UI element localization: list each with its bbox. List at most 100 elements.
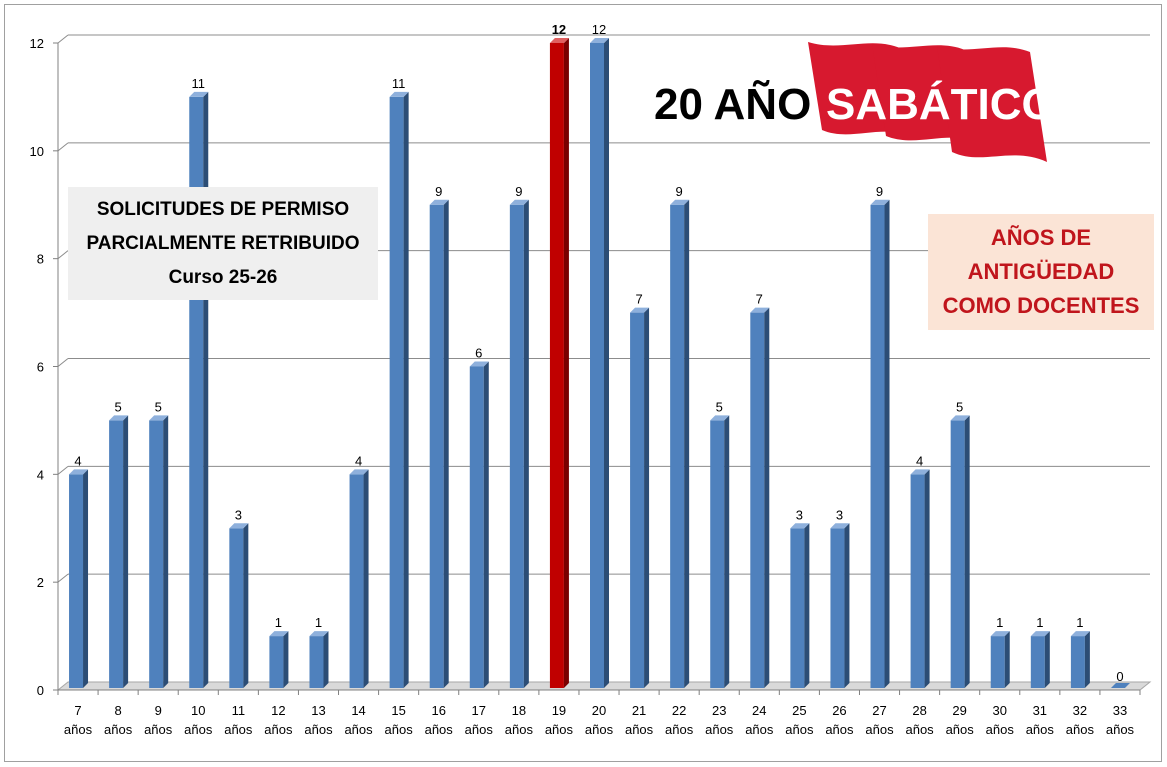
bar-side — [563, 38, 569, 688]
x-tick-label: 14 — [351, 703, 365, 718]
bar: 3 — [830, 507, 850, 688]
bar-top — [1030, 631, 1050, 637]
data-label: 1 — [275, 615, 282, 630]
x-tick-label: 25 — [792, 703, 806, 718]
legend-line: AÑOS DE — [990, 225, 1092, 250]
bar-side — [764, 307, 770, 688]
bar-side — [323, 631, 329, 688]
bar-front — [269, 636, 284, 688]
y-tick-label: 10 — [30, 144, 44, 159]
x-axis: 7 años 8 años 9 años 10 años 11 años 12 años 13 años 1… — [57, 689, 1141, 737]
data-label: 12 — [552, 22, 566, 37]
bar-top — [910, 469, 930, 475]
bar: 12 — [549, 22, 569, 688]
data-label: 1 — [996, 615, 1003, 630]
data-label: 9 — [876, 184, 883, 199]
bar-side — [604, 38, 609, 688]
gridline-depth — [57, 142, 69, 152]
x-tick-label: 31 — [1033, 703, 1047, 718]
bar-side — [163, 415, 169, 688]
x-tick-label: años — [625, 722, 654, 737]
x-tick-label: años — [865, 722, 894, 737]
bar-top — [1110, 683, 1130, 688]
bar-front — [750, 312, 765, 688]
x-tick-label: años — [64, 722, 93, 737]
bar-front — [870, 204, 885, 688]
data-label: 5 — [155, 399, 162, 414]
bar: 9 — [670, 184, 690, 688]
bar: 1 — [1070, 615, 1090, 688]
legend-box: AÑOS DE ANTIGÜEDAD COMO DOCENTES — [928, 214, 1154, 330]
x-tick-label: años — [905, 722, 934, 737]
bar-front — [910, 474, 925, 688]
bar: 11 — [189, 76, 209, 688]
gridline-depth — [57, 250, 69, 260]
bar-front — [349, 474, 364, 688]
info-box: SOLICITUDES DE PERMISO PARCIALMENTE RETR… — [68, 187, 378, 300]
x-tick-label: 7 — [74, 703, 81, 718]
x-tick-label: años — [144, 722, 173, 737]
data-label: 3 — [796, 507, 803, 522]
bar-top — [630, 307, 650, 313]
data-label: 11 — [192, 76, 206, 91]
bar-side — [243, 523, 249, 688]
x-tick-label: años — [104, 722, 133, 737]
data-label: 0 — [1116, 669, 1123, 684]
data-label: 1 — [1036, 615, 1043, 630]
x-tick-label: años — [465, 722, 494, 737]
bar-top — [590, 38, 609, 43]
bar-side — [1084, 631, 1090, 688]
data-label: 3 — [836, 507, 843, 522]
bar: 12 — [590, 22, 609, 688]
x-tick-label: 27 — [872, 703, 886, 718]
bar-top — [469, 361, 489, 367]
x-tick-label: 19 — [552, 703, 566, 718]
y-tick-label: 12 — [30, 36, 44, 51]
info-line: Curso 25-26 — [168, 266, 278, 288]
x-tick-label: años — [224, 722, 253, 737]
bar-front — [630, 312, 645, 688]
bar-side — [924, 469, 930, 688]
legend-line: COMO DOCENTES — [942, 293, 1140, 318]
x-tick-label: años — [946, 722, 975, 737]
bar-top — [269, 631, 289, 637]
x-tick-label: 18 — [512, 703, 526, 718]
bar: 3 — [790, 507, 810, 688]
bar: 4 — [349, 453, 369, 688]
bar: 7 — [750, 292, 770, 688]
bar: 1 — [1030, 615, 1050, 688]
bar-front — [790, 528, 805, 688]
bar: 4 — [69, 453, 89, 688]
x-tick-label: años — [385, 722, 414, 737]
bar: 1 — [990, 615, 1010, 688]
bar: 5 — [710, 399, 730, 688]
bar: 6 — [469, 346, 489, 688]
bar-front — [189, 96, 204, 688]
x-tick-label: 22 — [672, 703, 686, 718]
bar-top — [870, 199, 890, 205]
bar-front — [1030, 636, 1045, 688]
bar: 3 — [229, 507, 249, 688]
bar-top — [549, 38, 569, 43]
bar-top — [189, 91, 209, 97]
bar-front — [509, 204, 524, 688]
x-tick-label: años — [1026, 722, 1055, 737]
bar-front — [1070, 636, 1085, 688]
data-label: 9 — [676, 184, 683, 199]
x-tick-label: 16 — [431, 703, 445, 718]
bar-side — [684, 199, 690, 688]
bar: 5 — [950, 399, 970, 688]
x-tick-label: 23 — [712, 703, 726, 718]
bar-top — [710, 415, 730, 421]
bar-top — [830, 523, 850, 529]
chart-frame — [4, 4, 1162, 762]
bar-top — [670, 199, 690, 205]
bar-side — [724, 415, 730, 688]
x-tick-label: años — [425, 722, 454, 737]
bar: 4 — [910, 453, 930, 688]
x-tick-label: 21 — [632, 703, 646, 718]
bar-front — [69, 474, 84, 688]
bar-top — [229, 523, 249, 529]
bar-side — [83, 469, 89, 688]
x-tick-label: 26 — [832, 703, 846, 718]
